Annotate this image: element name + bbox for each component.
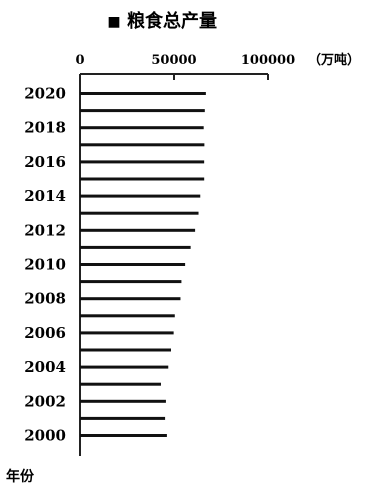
- bar: [80, 126, 204, 130]
- legend-label: 粮食总产量: [127, 10, 217, 32]
- x-tick-label: 100000: [241, 53, 295, 68]
- bar: [80, 177, 205, 181]
- x-tick-label: 50000: [151, 53, 196, 68]
- y-tick-label: 2004: [24, 358, 66, 376]
- y-tick-label: 2000: [24, 427, 66, 445]
- y-axis: 2020 2018 2016 2014 2012 2010 2008 2006 2004 2002…: [24, 74, 81, 456]
- bar: [80, 399, 166, 403]
- x-tick-label: 0: [75, 53, 84, 68]
- y-tick-label: 2008: [24, 290, 66, 308]
- bar: [80, 263, 186, 266]
- bar: [80, 365, 169, 369]
- bars: [80, 92, 206, 437]
- legend-marker: ■: [107, 14, 120, 30]
- legend: ■ 粮食总产量: [107, 10, 217, 32]
- bar: [80, 297, 181, 301]
- y-tick-label: 2014: [24, 187, 66, 205]
- bar: [80, 314, 175, 318]
- x-axis-unit: （万吨）: [308, 52, 360, 68]
- bar: [80, 434, 167, 437]
- bar: [80, 211, 199, 215]
- y-tick-label: 2006: [24, 324, 66, 342]
- bar: [80, 416, 166, 420]
- y-tick-label: 2012: [24, 221, 66, 239]
- x-axis: 0 50000 100000: [75, 53, 295, 80]
- x-axis-unit-label: （万吨）: [308, 52, 360, 68]
- bar: [80, 194, 201, 198]
- bar: [80, 228, 196, 232]
- bar: [80, 109, 205, 113]
- y-tick-label: 2018: [24, 119, 66, 137]
- y-tick-label: 2002: [24, 392, 66, 410]
- bar: [80, 331, 174, 335]
- bar: [80, 92, 206, 95]
- bar: [80, 382, 161, 386]
- y-tick-label: 2016: [24, 153, 66, 171]
- bar: [80, 143, 205, 147]
- y-axis-title: 年份: [6, 468, 35, 485]
- bar: [80, 280, 182, 284]
- y-tick-label: 2020: [24, 85, 66, 103]
- bar: [80, 160, 205, 164]
- bar: [80, 245, 191, 249]
- y-tick-label: 2010: [24, 256, 66, 274]
- bar: [80, 348, 171, 352]
